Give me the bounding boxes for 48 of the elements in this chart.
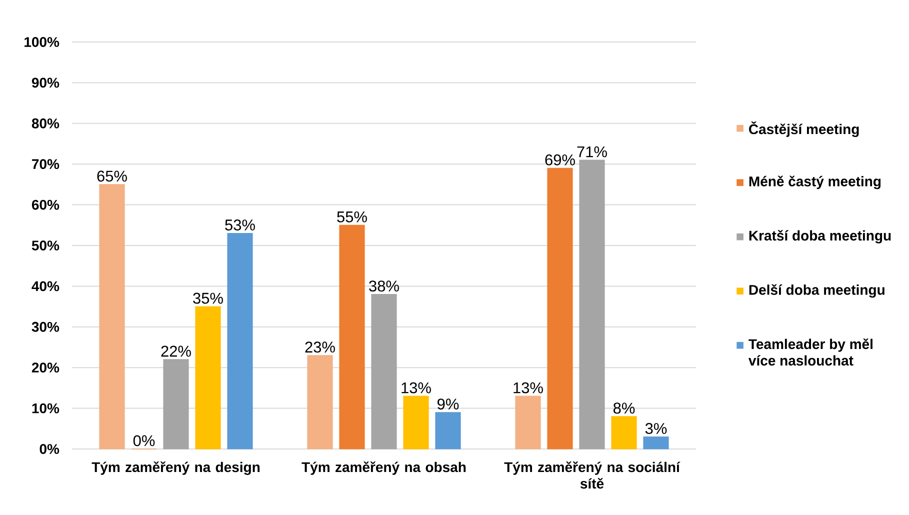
data-label: 55% bbox=[337, 211, 367, 222]
data-label: 35% bbox=[193, 292, 223, 304]
bar bbox=[643, 436, 669, 450]
y-tick-label: 10% bbox=[32, 403, 60, 414]
data-label: 38% bbox=[369, 280, 399, 292]
y-tick-label: 90% bbox=[32, 78, 60, 88]
data-label: 69% bbox=[545, 154, 575, 166]
legend-label: Častější meeting bbox=[749, 121, 859, 138]
bar bbox=[435, 412, 461, 450]
data-label: 53% bbox=[225, 220, 255, 230]
data-label: 13% bbox=[402, 382, 431, 394]
bar bbox=[579, 160, 605, 450]
bar bbox=[515, 396, 541, 450]
legend-label: Teamleader by měl více naslouchat bbox=[748, 338, 872, 366]
y-tick-label: 80% bbox=[32, 118, 60, 128]
y-tick-label: 20% bbox=[32, 362, 60, 373]
x-tick-label: Tým zaměřený na design bbox=[92, 462, 260, 475]
legend-label: Kratší doba meetingu bbox=[749, 230, 891, 244]
bar bbox=[611, 416, 637, 450]
y-tick-label: 70% bbox=[32, 159, 60, 170]
data-label: 0% bbox=[133, 435, 155, 446]
y-tick-label: 0% bbox=[40, 444, 60, 454]
x-tick-label: Tým zaměřený na sociální sítě bbox=[504, 462, 680, 489]
bar bbox=[99, 184, 125, 450]
data-label: 71% bbox=[577, 146, 607, 158]
bar bbox=[227, 232, 253, 450]
bar bbox=[163, 359, 189, 450]
bar bbox=[307, 355, 333, 450]
legend-label: Méně častý meeting bbox=[749, 176, 881, 190]
data-label: 8% bbox=[613, 402, 635, 414]
y-tick-label: 30% bbox=[32, 322, 60, 332]
bar bbox=[547, 168, 573, 450]
bar bbox=[339, 224, 365, 450]
y-tick-label: 100% bbox=[24, 37, 60, 47]
y-tick-label: 40% bbox=[32, 281, 60, 292]
bar bbox=[195, 306, 221, 450]
y-tick-label: 60% bbox=[32, 200, 60, 210]
data-label: 3% bbox=[645, 423, 667, 434]
bar bbox=[371, 294, 397, 450]
data-label: 9% bbox=[438, 398, 459, 410]
x-tick-label: Tým zaměřený na obsah bbox=[302, 462, 466, 475]
data-label: 23% bbox=[305, 342, 335, 353]
data-label: 22% bbox=[161, 346, 191, 357]
data-label: 65% bbox=[97, 170, 127, 182]
data-label: 13% bbox=[514, 382, 543, 394]
y-tick-label: 50% bbox=[32, 240, 60, 250]
bar bbox=[403, 396, 429, 450]
legend-label: Delší doba meetingu bbox=[749, 284, 884, 298]
